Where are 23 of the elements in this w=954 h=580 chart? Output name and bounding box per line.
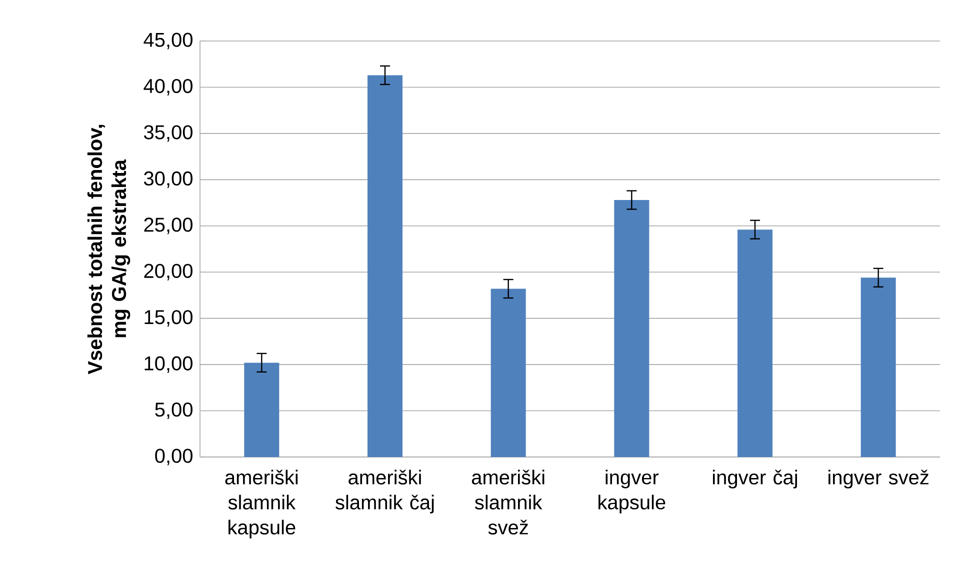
- y-tick-label: 15,00: [144, 310, 192, 327]
- y-tick-label: 45,00: [144, 32, 192, 50]
- x-tick-label: ingver kapsule: [598, 470, 666, 514]
- bar: [737, 230, 772, 457]
- y-tick-label: 0,00: [155, 448, 192, 466]
- bar: [490, 288, 526, 457]
- bar: [860, 278, 896, 457]
- bar: [244, 362, 280, 457]
- x-tick-label: ingver čaj: [712, 470, 797, 488]
- bar: [614, 200, 650, 457]
- x-tick-label: ingver svež: [828, 470, 928, 488]
- y-tick-label: 25,00: [144, 218, 192, 234]
- y-axis-title: Vsebnost totalnih fenolov, mg GA/g ekstrakta: [87, 124, 130, 374]
- y-tick-label: 10,00: [144, 356, 192, 373]
- x-tick-label: ameriški slamnik svež: [472, 470, 544, 534]
- y-tick-label: 40,00: [144, 78, 192, 96]
- x-tick-label: ameriški slamnik čaj: [336, 470, 434, 514]
- x-tick-label: ameriški slamnik kapsule: [225, 470, 298, 538]
- y-tick-label: 20,00: [144, 264, 192, 280]
- y-tick-label: 5,00: [155, 402, 192, 420]
- y-tick-label: 30,00: [144, 171, 192, 188]
- y-tick-label: 35,00: [144, 125, 192, 142]
- bar: [367, 75, 402, 457]
